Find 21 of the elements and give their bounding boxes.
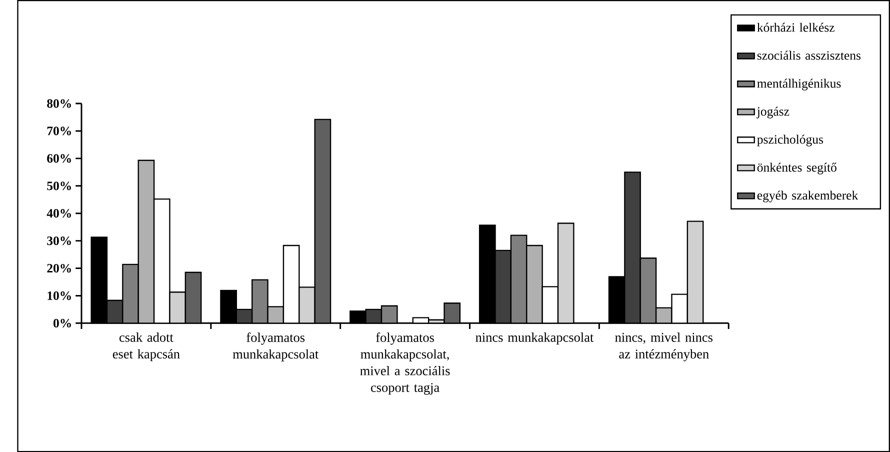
legend-label: mentálhigénikus bbox=[757, 78, 841, 90]
y-tick-label: 50% bbox=[47, 181, 71, 190]
y-tick-label: 10% bbox=[48, 291, 71, 300]
y-tick-label: 20% bbox=[47, 264, 71, 272]
y-tick-label: 0% bbox=[54, 318, 71, 328]
legend-label: egyéb szakemberek bbox=[757, 190, 858, 202]
x-tick-label: csak adott eset kapcsán bbox=[112, 332, 180, 362]
x-tick-label: folyamatos munkakapcsolat, mivel a szociális csoport tagja bbox=[360, 332, 450, 395]
x-tick-label: nincs munkakapcsolat bbox=[476, 332, 594, 344]
y-tick-label: 80% bbox=[47, 99, 71, 108]
legend-label: jogász bbox=[756, 106, 790, 118]
legend-label: szociális asszisztens bbox=[757, 50, 861, 60]
legend-label: kórházi lelkész bbox=[757, 22, 834, 32]
x-tick-label: nincs, mivel nincs az intézményben bbox=[615, 332, 713, 362]
y-tick-label: 30% bbox=[47, 236, 71, 246]
y-tick-label: 70% bbox=[47, 126, 71, 136]
y-tick-label: 40% bbox=[46, 208, 71, 218]
x-tick-label: folyamatos munkakapcsolat bbox=[232, 332, 319, 362]
legend-label: pszichológus bbox=[757, 134, 824, 146]
legend-label: önkéntes segítő bbox=[757, 162, 836, 174]
y-tick-label: 60% bbox=[47, 154, 71, 163]
